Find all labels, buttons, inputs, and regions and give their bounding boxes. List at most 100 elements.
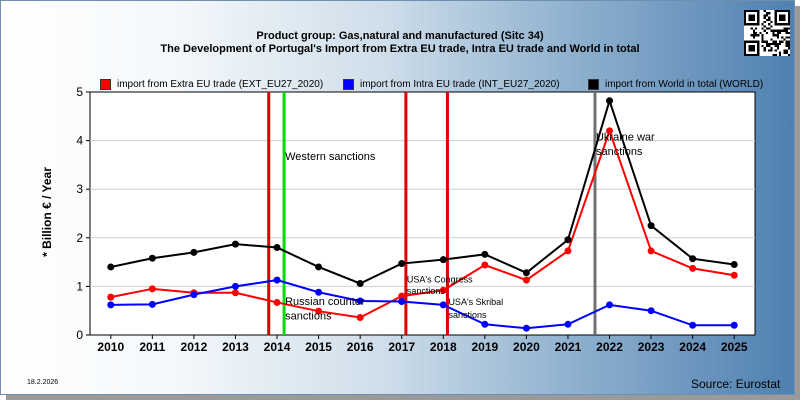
- x-tick-label: 2012: [181, 340, 208, 354]
- series-line-world: [110, 97, 735, 285]
- qr-module: [774, 42, 777, 46]
- qr-module: [783, 49, 786, 52]
- data-point-extra: [689, 264, 697, 272]
- y-tick-label: 4: [76, 134, 83, 148]
- qr-module: [768, 45, 771, 48]
- qr-module: [763, 20, 766, 24]
- qr-module: [763, 40, 766, 43]
- data-point-intra: [107, 301, 115, 309]
- x-tick-label: 2015: [305, 340, 332, 354]
- qr-module: [763, 49, 766, 52]
- qr-module: [770, 38, 773, 41]
- qr-module: [785, 45, 788, 48]
- legend-label: import from World in total (WORLD): [605, 78, 764, 90]
- data-point-intra: [231, 282, 239, 290]
- data-point-intra: [564, 320, 572, 328]
- qr-module: [761, 23, 764, 26]
- data-point-intra: [273, 276, 281, 284]
- data-point-world: [356, 279, 364, 287]
- data-point-world: [689, 255, 697, 263]
- qr-module: [783, 29, 786, 32]
- qr-module: [785, 27, 788, 30]
- data-point-extra: [315, 307, 323, 315]
- data-point-world: [730, 261, 738, 269]
- x-tick-label: 2013: [222, 340, 249, 354]
- qr-module: [768, 16, 771, 19]
- qr-module: [772, 29, 775, 32]
- x-tick-label: 2024: [679, 340, 706, 354]
- qr-module: [776, 29, 780, 32]
- qr-module: [754, 27, 758, 30]
- legend-label: import from Extra EU trade (EXT_EU27_202…: [117, 78, 324, 90]
- qr-module: [770, 42, 773, 46]
- legend-swatch: [100, 78, 111, 90]
- data-point-world: [606, 97, 614, 105]
- x-tick-label: 2023: [638, 340, 665, 354]
- qr-module: [776, 34, 780, 37]
- event-label: sanctions: [285, 310, 332, 322]
- data-point-world: [315, 263, 323, 271]
- legend-label: import from Intra EU trade (INT_EU27_202…: [360, 78, 560, 90]
- qr-module: [763, 25, 766, 28]
- data-point-intra: [522, 324, 530, 332]
- qr-module: [750, 27, 753, 30]
- event-label: sanctions: [407, 286, 446, 296]
- data-point-world: [273, 244, 281, 252]
- qr-module: [781, 29, 784, 32]
- x-tick-label: 2016: [347, 340, 374, 354]
- qr-module: [748, 45, 755, 52]
- data-point-intra: [647, 307, 655, 315]
- data-point-intra: [190, 291, 198, 299]
- qr-module: [787, 45, 790, 48]
- qr-module: [785, 40, 788, 43]
- event-label: USA's Skribal: [448, 297, 503, 307]
- data-point-intra: [356, 297, 364, 305]
- qr-module: [779, 53, 782, 56]
- data-point-extra: [273, 298, 281, 306]
- data-point-extra: [439, 286, 447, 294]
- qr-module: [779, 42, 782, 46]
- qr-module: [776, 36, 780, 39]
- qr-module: [768, 49, 771, 52]
- x-tick-label: 2011: [139, 340, 165, 354]
- qr-module: [770, 20, 773, 24]
- qr-module: [779, 51, 782, 54]
- data-point-intra: [315, 288, 323, 296]
- qr-module: [787, 36, 790, 39]
- qr-module: [754, 31, 758, 35]
- qr-module: [785, 49, 788, 52]
- qr-module: [785, 51, 788, 54]
- qr-module: [772, 31, 775, 35]
- qr-module: [785, 31, 788, 35]
- data-point-extra: [231, 289, 239, 297]
- qr-module: [765, 12, 769, 15]
- data-point-world: [564, 236, 572, 244]
- qr-module: [765, 45, 769, 48]
- x-tick-label: 2018: [430, 340, 457, 354]
- data-point-world: [231, 240, 239, 248]
- qr-module: [772, 42, 775, 46]
- legend-swatch: [343, 78, 354, 90]
- x-tick-label: 2021: [555, 340, 582, 354]
- qr-module: [774, 34, 777, 37]
- qr-module: [785, 42, 788, 46]
- x-tick-label: 2014: [264, 340, 291, 354]
- qr-module: [765, 42, 769, 46]
- qr-module: [761, 38, 764, 41]
- x-tick-label: 2025: [721, 340, 748, 354]
- qr-module: [765, 31, 769, 35]
- data-point-world: [439, 256, 447, 264]
- qr-module: [765, 27, 769, 30]
- event-label: USA's Congress: [407, 275, 473, 285]
- legend-item-world: import from World in total (WORLD): [588, 77, 763, 91]
- qr-module: [763, 29, 766, 32]
- qr-code-icon: [744, 10, 790, 56]
- qr-module: [779, 14, 786, 21]
- x-tick-label: 2010: [97, 340, 124, 354]
- qr-module: [754, 34, 758, 37]
- data-point-world: [481, 250, 489, 258]
- qr-module: [787, 53, 790, 56]
- y-tick-label: 3: [76, 182, 83, 196]
- data-point-world: [647, 222, 655, 230]
